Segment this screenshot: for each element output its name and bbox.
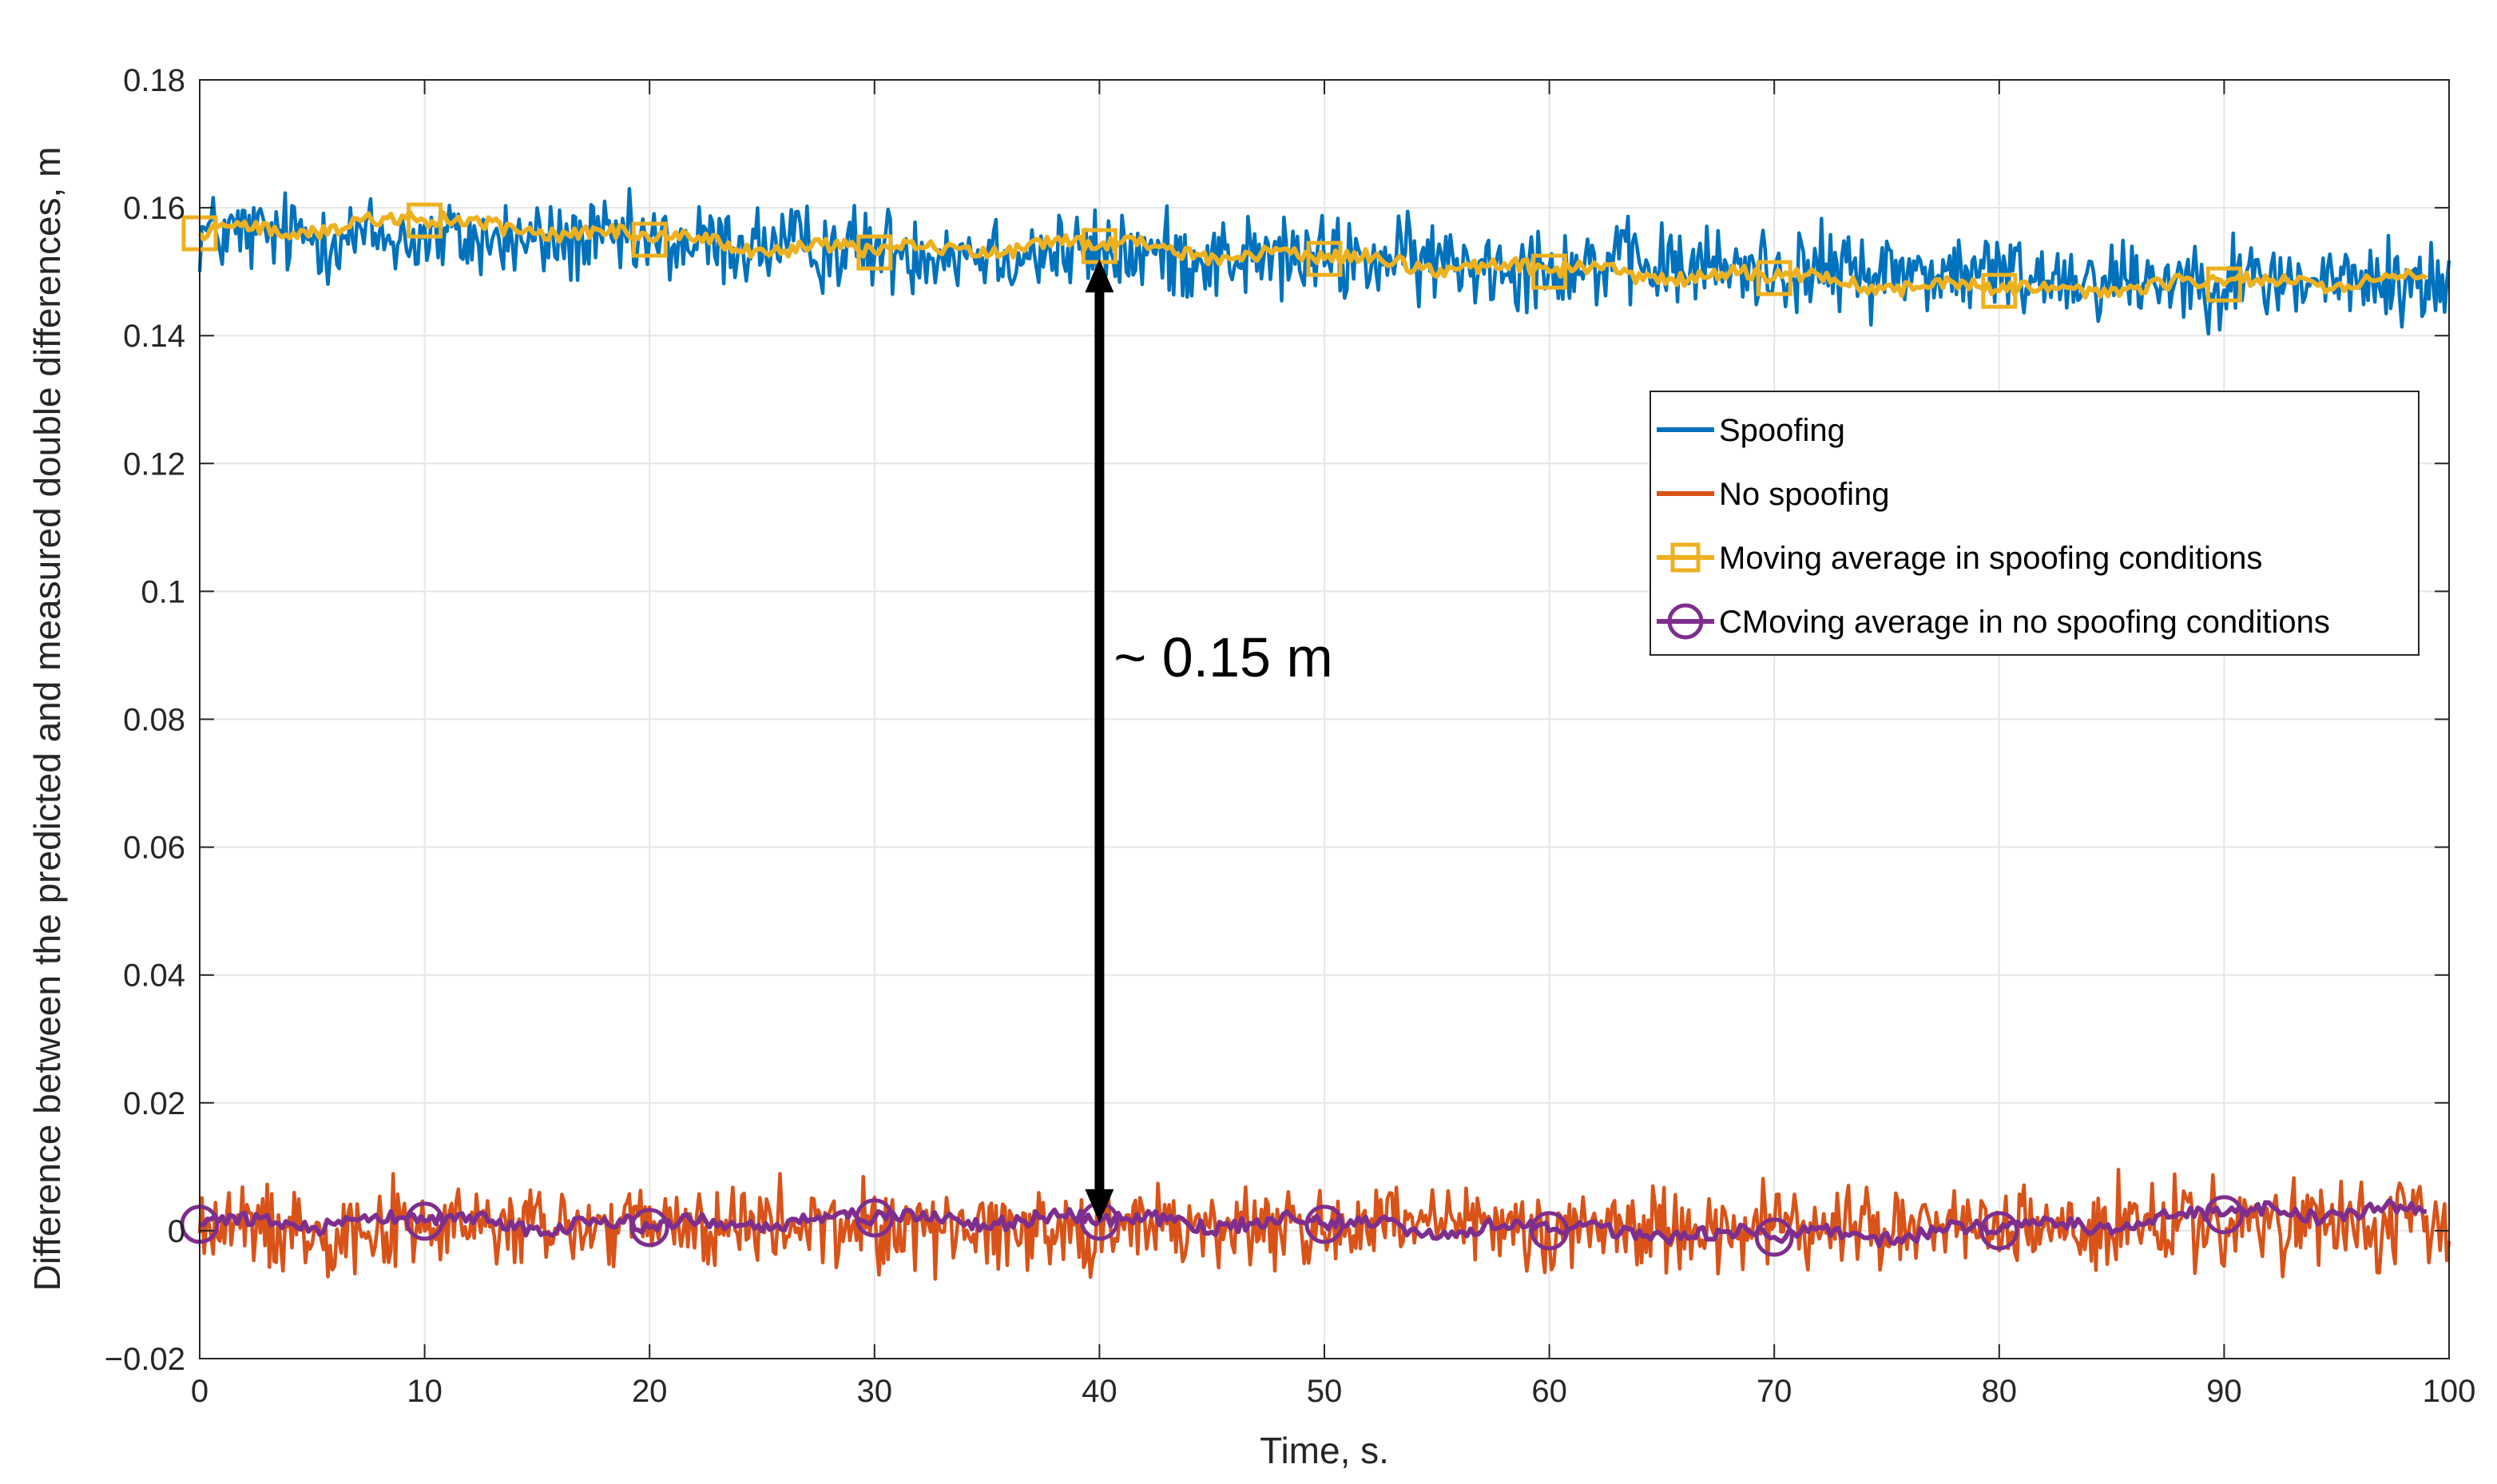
legend-marker-square [1670, 542, 1701, 573]
y-tick-label: 0.14 [123, 319, 185, 354]
marker-square [1981, 272, 2018, 309]
y-tick-label: 0.02 [123, 1086, 185, 1121]
legend-entry-moving-average-no-spoofing: CMoving average in no spoofing condition… [1657, 603, 2330, 640]
x-tick-label: 80 [1982, 1374, 2018, 1409]
series-layer [180, 187, 2451, 1281]
x-tick-label: 0 [191, 1374, 208, 1409]
x-tick-label: 90 [2206, 1374, 2242, 1409]
x-tick-label: 60 [1531, 1374, 1567, 1409]
legend-label-no-spoofing: No spoofing [1719, 477, 1889, 512]
annotation-arrow-head-up [1085, 259, 1114, 293]
legend-marker-circle [1667, 603, 1704, 640]
series-line-moving-average-no-spoofing [199, 1198, 2427, 1248]
marker-circle [1304, 1204, 1344, 1244]
marker-square [1531, 253, 1568, 290]
series-line-moving-average-spoofing [197, 209, 2428, 300]
marker-square [856, 234, 893, 271]
y-tick-label: 0.08 [123, 703, 185, 738]
marker-circle [405, 1201, 445, 1241]
legend-entry-moving-average-spoofing: Moving average in spoofing conditions [1657, 541, 2262, 576]
ticks: 0 10 20 30 40 50 60 70 80 90 100−0.0200.020.040.06… [105, 63, 2476, 1409]
marker-circle [1979, 1211, 2019, 1251]
legend: Spoofing No spoofing Moving average in s… [1649, 391, 2420, 656]
marker-square [2205, 266, 2242, 303]
marker-circle [629, 1208, 669, 1248]
marker-square [1756, 260, 1792, 296]
y-tick-label: 0.16 [123, 191, 185, 226]
y-axis-label: Difference between the predicted and mea… [26, 147, 68, 1292]
x-tick-label: 70 [1757, 1374, 1792, 1409]
marker-square [1306, 240, 1343, 277]
y-tick-label: 0 [168, 1214, 185, 1249]
x-tick-label: 50 [1307, 1374, 1343, 1409]
legend-entry-no-spoofing: No spoofing [1657, 477, 1889, 512]
annotation-arrow-head-down [1085, 1188, 1114, 1223]
y-tick-label: 0.12 [123, 446, 185, 482]
x-tick-label: 100 [2423, 1374, 2476, 1409]
marker-circle [2204, 1195, 2244, 1235]
legend-label-moving-average-no-spoofing: CMoving average in no spoofing condition… [1719, 605, 2330, 640]
x-axis-label: Time, s. [1260, 1430, 1389, 1471]
y-tick-label: 0.1 [141, 574, 185, 609]
legend-entry-spoofing: Spoofing [1657, 413, 1845, 448]
y-tick-label: 0.18 [123, 63, 185, 98]
x-tick-label: 10 [407, 1374, 443, 1409]
legend-label-spoofing: Spoofing [1719, 413, 1845, 448]
marker-square [631, 221, 668, 258]
y-tick-label: −0.02 [105, 1342, 185, 1377]
x-tick-label: 20 [632, 1374, 668, 1409]
marker-circle [855, 1198, 895, 1238]
marker-circle [1530, 1211, 1570, 1251]
annotation-label: ~ 0.15 m [1114, 626, 1332, 688]
legend-label-moving-average-spoofing: Moving average in spoofing conditions [1719, 541, 2262, 576]
x-tick-label: 40 [1082, 1374, 1117, 1409]
x-tick-label: 30 [857, 1374, 893, 1409]
marker-square [407, 202, 443, 239]
y-tick-label: 0.04 [123, 958, 185, 994]
series-line-no-spoofing [197, 1168, 2451, 1281]
legend-box [1649, 391, 2420, 656]
marker-circle [1754, 1217, 1794, 1257]
y-tick-label: 0.06 [123, 831, 185, 866]
annotation-layer: ~ 0.15 m [1085, 259, 1333, 1223]
series-line-spoofing [197, 187, 2451, 336]
